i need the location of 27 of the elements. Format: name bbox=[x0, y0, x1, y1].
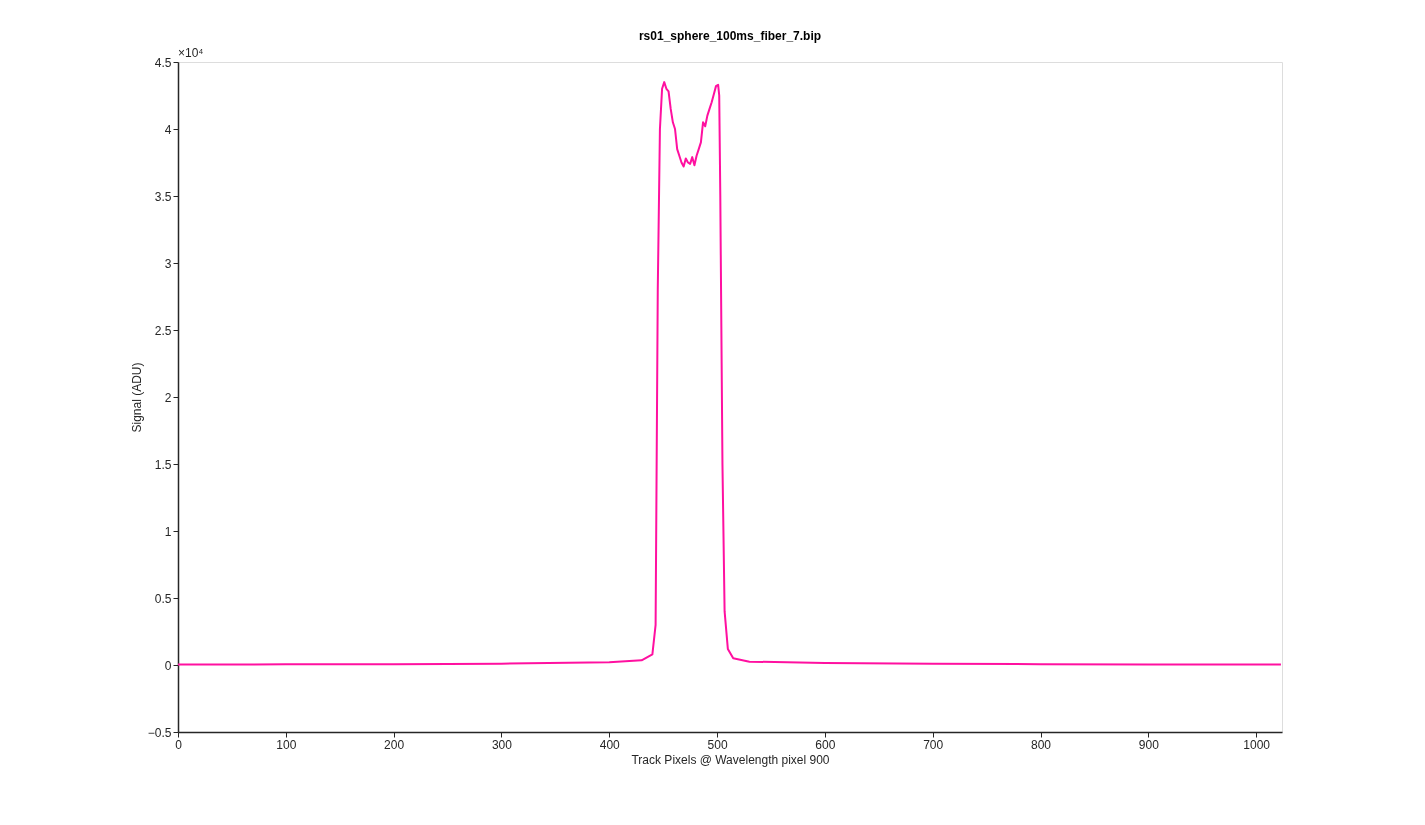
y-tick-label: 3.5 bbox=[154, 189, 172, 204]
y-tick-label: 1 bbox=[164, 524, 172, 539]
y-tick-label: 1.5 bbox=[154, 457, 172, 472]
x-tick-label: 600 bbox=[815, 737, 836, 752]
y-axis-title: Signal (ADU) bbox=[129, 362, 144, 433]
x-tick-label: 900 bbox=[1138, 737, 1160, 752]
x-tick-label: 300 bbox=[491, 737, 513, 752]
x-tick-label: 0 bbox=[175, 737, 183, 752]
text: ×10⁴ bbox=[178, 46, 204, 60]
y-tick-label: 0.5 bbox=[154, 591, 172, 606]
y-tick-label: 2.5 bbox=[154, 323, 172, 338]
x-tick-label: 100 bbox=[276, 737, 297, 752]
x-tick-label: 400 bbox=[599, 737, 621, 752]
y-tick-label: 4 bbox=[164, 122, 172, 137]
y-tick-label: −0.5 bbox=[147, 725, 172, 740]
x-tick-label: 500 bbox=[707, 737, 728, 752]
y-tick-label: 0 bbox=[164, 658, 172, 673]
chart-title: rs01_sphere_100ms_fiber_7.bip bbox=[638, 29, 822, 43]
y-tick-label: 4.5 bbox=[154, 55, 172, 70]
x-tick-label: 800 bbox=[1030, 737, 1052, 752]
x-axis-title: Track Pixels @ Wavelength pixel 900 bbox=[631, 752, 830, 767]
x-tick-label: 200 bbox=[384, 737, 405, 752]
y-tick-label: 2 bbox=[164, 390, 172, 405]
line-series bbox=[177, 81, 1282, 666]
y-tick-label: 3 bbox=[164, 256, 172, 271]
x-tick-label: 1000 bbox=[1243, 737, 1271, 752]
x-tick-label: 700 bbox=[923, 737, 944, 752]
